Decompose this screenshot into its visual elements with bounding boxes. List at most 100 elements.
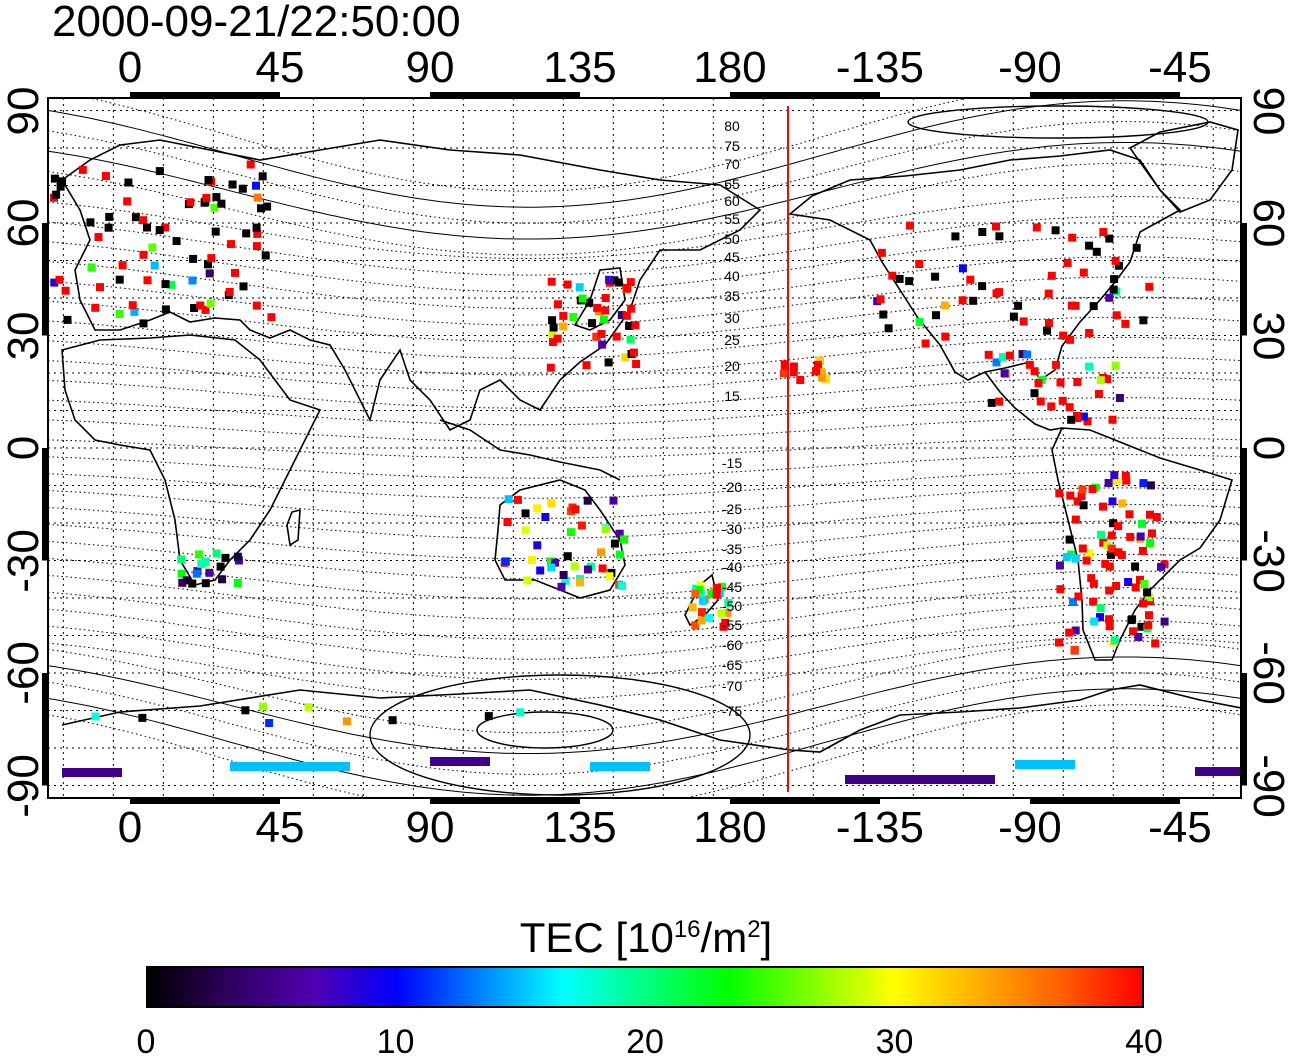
tec-cell	[610, 539, 619, 548]
tec-cell	[62, 768, 122, 777]
bottom-lon-label: 90	[405, 803, 455, 852]
tec-cell	[1115, 394, 1124, 402]
tec-cell	[995, 232, 1004, 241]
tec-cell	[267, 313, 276, 322]
tec-cell	[246, 160, 255, 169]
tec-cell	[1105, 622, 1114, 631]
tec-cell	[139, 250, 148, 259]
tec-cell	[571, 505, 580, 514]
border-band	[430, 798, 580, 804]
tec-cell	[1109, 285, 1118, 294]
tec-cell	[536, 566, 545, 575]
contour-label: 75	[724, 138, 740, 154]
tec-cell	[1145, 611, 1153, 620]
tec-cell	[1085, 241, 1094, 250]
contour-label: 45	[724, 249, 740, 265]
tec-cell	[1066, 491, 1075, 500]
top-lon-label: -90	[998, 43, 1062, 92]
tec-cell	[1099, 502, 1107, 511]
tec-cell	[1073, 412, 1081, 420]
magnetic-contour	[48, 121, 1241, 224]
tec-cell	[549, 338, 557, 346]
tec-cell	[698, 596, 707, 605]
tec-cell	[1052, 360, 1060, 369]
contour-label: 40	[724, 268, 740, 284]
tec-cell	[691, 621, 700, 630]
tec-cell	[541, 513, 550, 521]
tec-cell	[139, 216, 148, 225]
tec-cell	[601, 306, 610, 315]
left-lat-label: 0	[0, 435, 48, 461]
magnetic-contour	[48, 620, 1241, 680]
tec-cell	[1157, 562, 1165, 571]
tec-cell	[1089, 579, 1098, 588]
tec-cell	[563, 552, 572, 561]
tec-cell	[789, 362, 798, 371]
tec-cell	[1112, 582, 1121, 590]
tec-cell	[780, 360, 789, 369]
contour-label: -55	[721, 617, 743, 633]
tec-cell	[91, 303, 100, 312]
tec-cell	[879, 310, 888, 319]
tec-cell	[604, 358, 613, 367]
tec-cell	[1044, 289, 1053, 298]
tec-cell	[561, 576, 570, 585]
tec-cell	[1058, 396, 1067, 405]
tec-cell	[186, 198, 195, 207]
contour-label: 70	[724, 156, 740, 172]
tec-cell	[1079, 412, 1088, 421]
bottom-lon-label: 45	[255, 803, 305, 852]
tec-cell	[189, 254, 198, 263]
contour-label: -40	[721, 559, 743, 575]
tec-cell	[1071, 626, 1080, 635]
tec-cell	[845, 775, 995, 784]
tec-cell	[430, 757, 490, 766]
tec-cell	[1112, 311, 1121, 320]
tec-cell	[570, 562, 579, 571]
tec-cell	[978, 228, 987, 236]
tec-cell	[1047, 271, 1056, 280]
tec-cell	[549, 323, 558, 332]
tec-cell	[233, 579, 242, 587]
tec-cell	[631, 321, 640, 330]
tec-cell	[1067, 550, 1076, 559]
tec-cell	[241, 706, 250, 715]
magnetic-contour	[48, 640, 1241, 734]
tec-cell	[1105, 586, 1114, 595]
border-band	[42, 448, 48, 561]
tec-cell	[932, 311, 940, 320]
tec-cell	[1055, 561, 1064, 570]
tec-cell	[779, 369, 788, 378]
tec-cell	[533, 504, 542, 513]
colorbar-tick-label: 10	[376, 1023, 415, 1061]
colorbar	[146, 966, 1144, 1008]
map-title: 2000-09-21/22:50:00	[52, 0, 461, 46]
tec-cell	[197, 559, 206, 568]
tec-cell	[1085, 549, 1094, 557]
tec-cell	[987, 398, 996, 407]
tec-cell	[905, 277, 914, 286]
tec-cell	[253, 229, 262, 238]
tec-cell	[1078, 544, 1087, 553]
tec-cell	[143, 223, 151, 232]
tec-cell	[1096, 604, 1105, 613]
tec-cell	[1030, 389, 1039, 398]
tec-cell	[1152, 513, 1161, 521]
tec-cell	[1111, 256, 1120, 265]
tec-cell	[1146, 597, 1155, 606]
left-lat-label: 90	[0, 86, 48, 135]
tec-cell	[1077, 492, 1086, 501]
tec-cell	[1063, 258, 1072, 267]
tec-cell	[626, 335, 635, 344]
tec-cell	[601, 294, 610, 302]
tec-cell	[342, 717, 351, 726]
tec-cell	[1044, 319, 1053, 327]
tec-cell	[629, 348, 638, 357]
right-lat-label: -30	[1244, 528, 1292, 593]
left-lat-label: -30	[0, 528, 48, 593]
tec-cell	[182, 576, 191, 585]
top-lon-label: 0	[117, 43, 143, 92]
tec-cell	[598, 340, 607, 349]
tec-cell	[1056, 585, 1065, 594]
tec-cell	[557, 582, 566, 591]
